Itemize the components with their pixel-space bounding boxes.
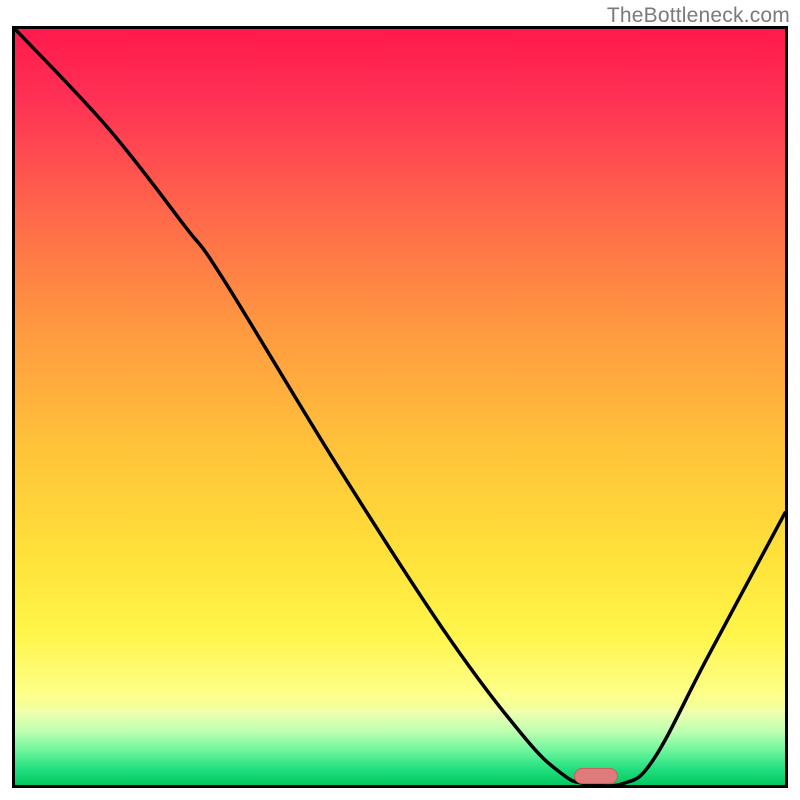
chart-gradient-background [15, 29, 785, 785]
chart-green-band [15, 709, 785, 785]
optimal-marker [574, 768, 618, 784]
chart-frame [12, 26, 788, 788]
watermark-text: TheBottleneck.com [607, 4, 790, 28]
